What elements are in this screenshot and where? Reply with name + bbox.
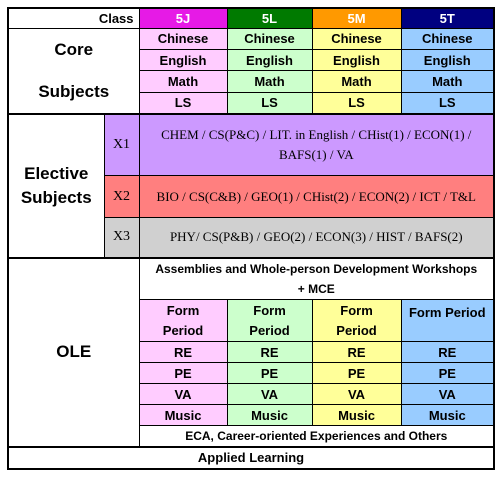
elective-subjects-label: Elective Subjects <box>7 112 105 258</box>
ole-subject-cell: RE <box>311 341 402 363</box>
core-subject-cell: English <box>226 48 313 72</box>
class-header-5m: 5M <box>311 7 402 29</box>
core-subject-cell: LS <box>138 91 228 115</box>
elective-x1-line2: BAFS(1) / VA <box>278 146 354 162</box>
ole-subject-cell: Music <box>226 404 313 426</box>
core-subject-cell: Chinese <box>226 27 313 50</box>
core-label-line1: Core <box>54 39 94 59</box>
ole-subject-cell: RE <box>400 341 496 363</box>
ole-subject-cell: VA <box>226 383 313 405</box>
core-subject-cell: Math <box>311 70 402 93</box>
form-period-line2: Period <box>162 322 204 338</box>
core-subject-cell: English <box>400 48 496 72</box>
form-period-cell: Form Period <box>400 299 496 342</box>
core-subject-cell: English <box>138 48 228 72</box>
elective-block-x3-code: X3 <box>103 217 140 258</box>
ole-subject-cell: VA <box>400 383 496 405</box>
timetable-wrapper: Class 5J 5L 5M 5T Core Subjects Chinese … <box>6 7 496 470</box>
core-subject-cell: Chinese <box>311 27 402 50</box>
core-subject-cell: Math <box>226 70 313 93</box>
core-subject-cell: English <box>311 48 402 72</box>
core-subject-cell: LS <box>311 91 402 115</box>
eca-career-row: ECA, Career-oriented Experiences and Oth… <box>138 425 496 447</box>
ole-subject-cell: Music <box>138 404 228 426</box>
ole-subject-cell: RE <box>226 341 313 363</box>
elective-label-line1: Elective <box>24 163 89 183</box>
ole-subject-cell: Music <box>311 404 402 426</box>
ole-subject-cell: PE <box>400 362 496 384</box>
core-subject-cell: Math <box>138 70 228 93</box>
elective-block-x1: CHEM / CS(P&C) / LIT. in English / CHist… <box>138 112 496 176</box>
core-subject-cell: LS <box>226 91 313 115</box>
ole-subject-cell: PE <box>311 362 402 384</box>
elective-block-x2: BIO / CS(C&B) / GEO(1) / CHist(2) / ECON… <box>138 175 496 218</box>
core-subject-cell: LS <box>400 91 496 115</box>
form-period-line1: Form <box>340 302 373 318</box>
elective-x1-line1: CHEM / CS(P&C) / LIT. in English / CHist… <box>161 126 472 142</box>
ole-label: OLE <box>6 256 140 447</box>
ole-subject-cell: Music <box>400 404 496 426</box>
assembly-line1: Assemblies and Whole-person Development … <box>155 261 478 276</box>
elective-label-line2: Subjects <box>20 187 92 207</box>
core-subject-cell: Chinese <box>138 27 228 50</box>
class-header-5l: 5L <box>226 7 313 29</box>
form-period-line2: Period <box>249 322 290 338</box>
ole-subject-cell: PE <box>226 362 313 384</box>
core-subjects-label: Core Subjects <box>6 27 140 114</box>
elective-block-x3: PHY/ CS(P&B) / GEO(2) / ECON(3) / HIST /… <box>138 217 496 258</box>
class-header-5t: 5T <box>400 7 496 29</box>
ole-subject-cell: VA <box>138 383 228 405</box>
assembly-line2: + MCE <box>297 281 335 296</box>
form-period-cell: Form Period <box>226 299 313 342</box>
elective-block-x1-code: X1 <box>103 112 140 176</box>
form-period-full: Form Period <box>408 305 486 320</box>
elective-block-x2-code: X2 <box>103 175 140 218</box>
form-period-line2: Period <box>336 322 377 338</box>
core-subject-cell: Math <box>400 70 496 93</box>
ole-subject-cell: PE <box>138 362 228 384</box>
class-header-label: Class <box>6 7 140 29</box>
ole-subject-cell: RE <box>138 341 228 363</box>
subject-timetable: Class 5J 5L 5M 5T Core Subjects Chinese … <box>6 7 496 470</box>
core-label-line2: Subjects <box>38 81 110 101</box>
class-name: 5J <box>175 10 191 26</box>
class-header-5j: 5J <box>138 7 228 29</box>
class-name: 5M <box>347 10 366 26</box>
class-name: 5L <box>261 10 278 26</box>
core-subject-cell: Chinese <box>400 27 496 50</box>
class-name: 5T <box>439 10 455 26</box>
form-period-cell: Form Period <box>311 299 402 342</box>
form-period-line1: Form <box>253 302 286 318</box>
assembly-workshops-row: Assemblies and Whole-person Development … <box>138 256 496 300</box>
ole-subject-cell: VA <box>311 383 402 405</box>
applied-learning-row: Applied Learning <box>6 445 496 470</box>
form-period-cell: Form Period <box>138 299 228 342</box>
form-period-line1: Form <box>166 302 200 318</box>
